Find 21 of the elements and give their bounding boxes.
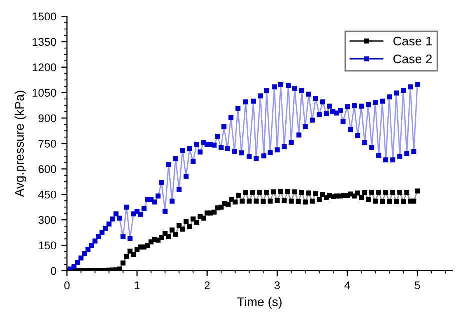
x-tick-label: 2 (204, 282, 210, 290)
y-tick-label: 750 (38, 140, 56, 148)
y-tick-label: 1350 (32, 38, 56, 46)
legend-label: Case 1 (394, 36, 432, 46)
y-tick-label: 1050 (32, 89, 56, 97)
x-tick-label: 1 (135, 282, 140, 290)
y-tick-label: 150 (39, 242, 56, 250)
y-tick-label: 300 (38, 216, 56, 224)
x-tick-label: 5 (414, 282, 420, 290)
x-tick-label: 3 (274, 282, 280, 290)
y-tick-label: 1200 (32, 64, 56, 72)
y-tick-label: 0 (51, 267, 56, 276)
legend-label: Case 2 (394, 54, 432, 64)
y-tick-label: 900 (38, 114, 56, 122)
y-tick-label: 450 (38, 190, 56, 199)
x-tick-label: 4 (344, 282, 350, 290)
y-tick-label: 1500 (32, 12, 56, 21)
x-axis-title: Time (s) (238, 297, 282, 309)
y-tick-label: 600 (38, 165, 56, 174)
y-axis-title: Avg.pressure (kPa) (14, 91, 27, 198)
x-tick-label: 0 (64, 282, 70, 290)
